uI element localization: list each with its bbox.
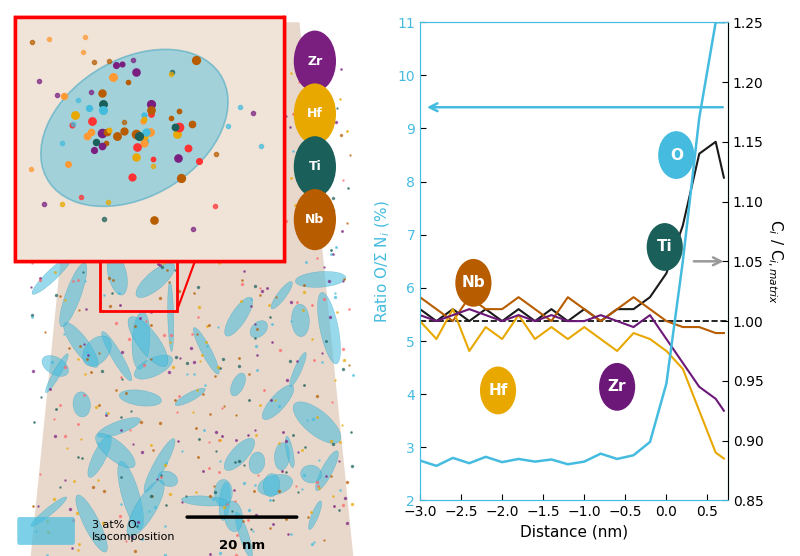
Ellipse shape [136,263,175,297]
Ellipse shape [95,433,135,468]
Text: Nb: Nb [306,213,325,226]
Ellipse shape [42,355,69,376]
Y-axis label: Ratio O/Σ N$_{i}$ (%): Ratio O/Σ N$_{i}$ (%) [374,200,392,322]
Ellipse shape [480,366,516,414]
Ellipse shape [158,471,178,486]
Text: Hf: Hf [307,107,323,121]
Ellipse shape [127,480,164,537]
Ellipse shape [134,355,173,379]
Ellipse shape [274,443,290,470]
Ellipse shape [599,363,635,411]
Text: Ti: Ti [657,240,673,255]
Text: Ti: Ti [309,160,322,173]
Circle shape [294,136,336,197]
Ellipse shape [194,327,219,374]
Ellipse shape [250,321,267,337]
Text: 3 at% O
Isocomposition: 3 at% O Isocomposition [92,520,176,542]
Text: Hf: Hf [488,383,508,398]
Text: Zr: Zr [307,54,322,68]
Ellipse shape [235,512,253,556]
Ellipse shape [60,263,87,327]
Ellipse shape [293,402,341,444]
Ellipse shape [175,388,206,406]
Ellipse shape [258,474,293,495]
Ellipse shape [271,281,292,309]
Ellipse shape [132,312,150,369]
Ellipse shape [224,501,242,532]
Ellipse shape [144,439,175,492]
Text: 20 nm: 20 nm [219,539,265,552]
Ellipse shape [107,254,127,295]
Ellipse shape [225,297,253,336]
Y-axis label: C$_{i}$ / C$_{i,matrix}$: C$_{i}$ / C$_{i,matrix}$ [766,219,785,304]
Text: O: O [670,147,682,162]
Ellipse shape [262,385,294,420]
Ellipse shape [315,451,338,491]
Ellipse shape [98,418,141,438]
Ellipse shape [646,223,683,271]
Ellipse shape [263,474,280,497]
X-axis label: Distance (nm): Distance (nm) [520,525,628,540]
Ellipse shape [219,482,230,520]
Ellipse shape [88,435,111,478]
Ellipse shape [182,496,227,506]
Ellipse shape [32,256,72,294]
Ellipse shape [128,316,168,366]
Ellipse shape [291,304,310,336]
Circle shape [294,189,336,250]
Ellipse shape [290,353,306,386]
FancyBboxPatch shape [18,517,75,545]
Ellipse shape [309,501,322,529]
Ellipse shape [76,495,107,552]
Ellipse shape [46,354,68,393]
Circle shape [294,83,336,145]
Ellipse shape [41,49,228,206]
FancyBboxPatch shape [15,17,284,261]
Ellipse shape [455,259,491,307]
Ellipse shape [168,281,174,351]
Ellipse shape [64,322,98,368]
Ellipse shape [118,461,143,529]
Ellipse shape [102,331,132,381]
Ellipse shape [249,452,265,474]
Polygon shape [30,22,354,556]
Ellipse shape [82,336,111,366]
Ellipse shape [301,465,322,483]
Ellipse shape [31,497,66,527]
Ellipse shape [73,392,90,417]
Ellipse shape [658,131,694,179]
Ellipse shape [318,292,341,364]
Text: Nb: Nb [462,275,485,290]
Ellipse shape [230,373,246,396]
Ellipse shape [295,271,346,287]
Ellipse shape [224,438,254,470]
Circle shape [294,31,336,92]
Ellipse shape [286,436,294,468]
Ellipse shape [214,479,232,507]
Text: Zr: Zr [608,379,626,394]
FancyBboxPatch shape [15,17,284,261]
Ellipse shape [119,390,162,406]
